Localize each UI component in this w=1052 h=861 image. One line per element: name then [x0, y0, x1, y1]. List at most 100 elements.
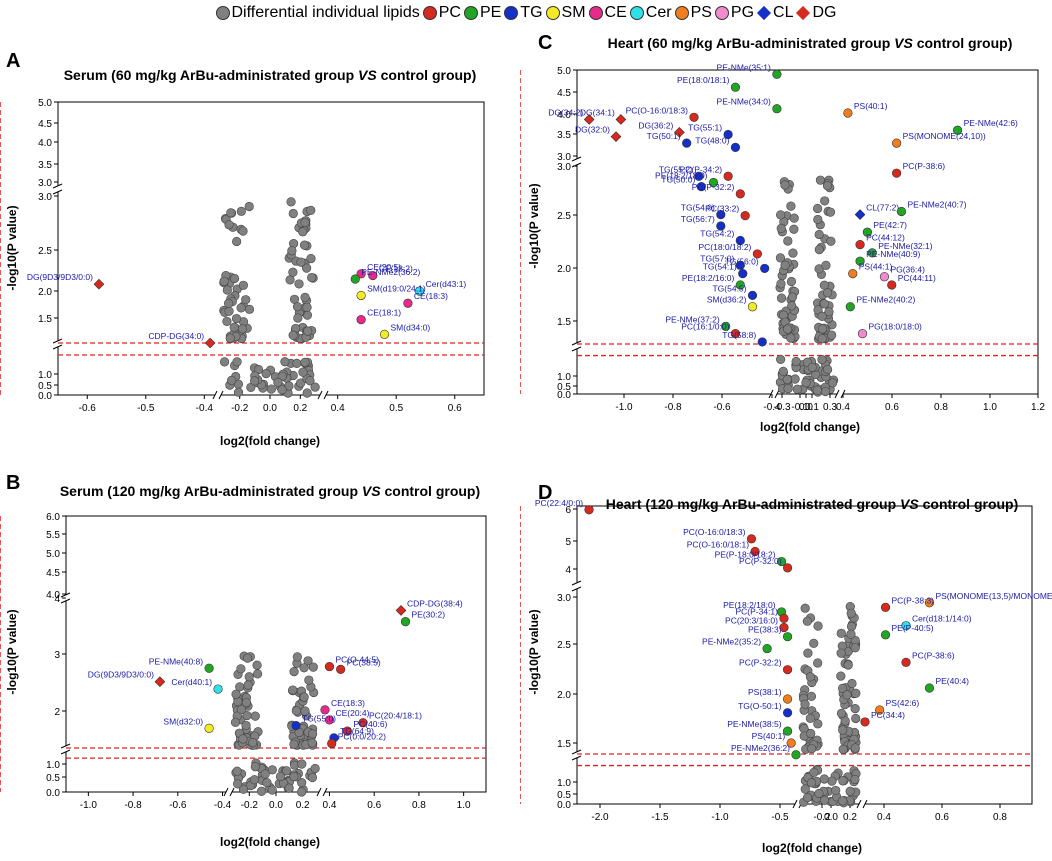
y-tick-label: 3.0 — [557, 162, 571, 173]
y-axis-label: -log10(P value) — [527, 609, 541, 694]
x-tick-label: 0.0 — [263, 403, 277, 414]
panel-letter-c: C — [538, 32, 553, 54]
background-point — [285, 275, 295, 285]
data-point — [860, 717, 870, 727]
data-point-label: PC(40:6) — [353, 719, 387, 729]
y-tick-label: 5 — [565, 537, 571, 548]
data-point-label: PS(MONOME(24,10)) — [903, 131, 986, 141]
data-point-label: TG(57:0) — [700, 253, 734, 263]
data-point-label: PE(30:2) — [412, 610, 446, 620]
x-tick-label: -1.0 — [711, 812, 729, 823]
background-point — [299, 692, 309, 702]
x-tick-label: -0.6 — [713, 402, 731, 413]
background-point — [850, 774, 860, 785]
data-point-diamond — [854, 209, 866, 220]
data-point — [782, 694, 793, 704]
chart-title: Heart (120 mg/kg ArBu-administrated grou… — [606, 496, 1019, 512]
background-point — [284, 381, 294, 391]
data-point — [892, 168, 902, 178]
background-point — [303, 656, 313, 666]
legend-label: TG — [520, 4, 543, 21]
y-tick-label: 4.5 — [38, 119, 52, 130]
axis-break-gap — [771, 392, 777, 397]
axis-break-mark — [571, 749, 582, 755]
legend-item-tg: TG — [504, 4, 543, 22]
background-point — [783, 384, 793, 394]
x-tick-label: -0.4 — [214, 800, 232, 811]
data-point-label: PE(18:2/18:0) — [655, 170, 708, 180]
background-point — [222, 316, 232, 327]
data-point-label: TG(O-50:1) — [738, 701, 782, 711]
background-point — [851, 688, 861, 698]
axis-break-mark — [317, 390, 323, 400]
data-point — [782, 632, 793, 642]
data-point — [843, 108, 853, 118]
background-point — [238, 280, 248, 290]
data-point-label: CDP-DG(34:0) — [148, 331, 204, 341]
background-point — [302, 388, 312, 398]
data-point-label: PE(18:2/16:0) — [682, 273, 735, 283]
background-point — [222, 285, 232, 295]
background-point — [304, 675, 314, 685]
legend-label: Cer — [645, 4, 672, 21]
x-tick-label: -0.2 — [241, 800, 259, 811]
background-point — [813, 621, 823, 631]
data-point — [682, 138, 692, 148]
background-point — [826, 236, 836, 246]
data-point — [723, 171, 733, 181]
background-point — [788, 248, 798, 258]
y-tick-label: 2.5 — [557, 640, 571, 651]
background-point — [806, 691, 817, 701]
y-tick-label: 0.0 — [46, 788, 60, 799]
background-point — [783, 236, 793, 246]
axis-break-gap — [215, 393, 221, 398]
y-tick-label: 0.5 — [557, 382, 571, 393]
axis-break-mark — [856, 799, 862, 809]
legend-label: SM — [561, 4, 586, 21]
panel-A: A -0.6 -0.5 -0.4 -0.2 0.0 0.2 0.4 0.5 0.6 0.0 0.5 1… — [0, 38, 500, 450]
background-point — [825, 207, 836, 217]
y-tick-label: 5.5 — [46, 530, 60, 541]
background-point — [840, 716, 850, 726]
background-point — [223, 298, 234, 309]
background-point — [782, 374, 792, 385]
data-point-label: PC(P-34:1) — [735, 606, 778, 616]
axis-break-mark — [571, 340, 582, 346]
background-point — [244, 201, 254, 212]
background-point — [252, 669, 263, 679]
background-point — [807, 744, 817, 754]
background-point — [300, 292, 310, 302]
x-tick-label: 1.2 — [1031, 402, 1045, 413]
data-point-label: PC(P-32:2) — [692, 182, 735, 192]
data-point — [901, 621, 911, 631]
background-point — [293, 313, 303, 323]
background-point — [296, 378, 306, 388]
x-tick-label: -1.5 — [651, 812, 669, 823]
data-point — [735, 189, 745, 199]
y-tick-label: 2.0 — [557, 690, 571, 701]
data-point-diamond — [154, 676, 166, 688]
background-point — [802, 793, 813, 803]
data-point — [880, 630, 891, 640]
background-point — [236, 303, 246, 313]
y-tick-label: 3 — [54, 650, 60, 661]
data-point — [772, 104, 782, 114]
background-point — [789, 224, 799, 234]
legend-label: DG — [812, 4, 837, 21]
x-tick-label: 0.2 — [843, 812, 857, 823]
background-point — [248, 738, 258, 748]
background-point — [850, 743, 860, 753]
legend-item-ps: PS — [674, 4, 712, 22]
y-tick-label: 4.0 — [557, 110, 571, 121]
axis-break-gap — [575, 159, 580, 165]
data-point-diamond — [615, 114, 627, 125]
background-point — [822, 364, 833, 375]
plot-frame — [57, 101, 485, 396]
data-point-label: PE-NMe(32:1) — [878, 241, 932, 251]
data-point — [730, 329, 741, 339]
data-point-label: CE(20:5) — [367, 262, 401, 272]
background-point — [238, 784, 249, 794]
background-point — [812, 385, 822, 395]
data-point — [735, 280, 745, 290]
background-point — [846, 621, 857, 632]
